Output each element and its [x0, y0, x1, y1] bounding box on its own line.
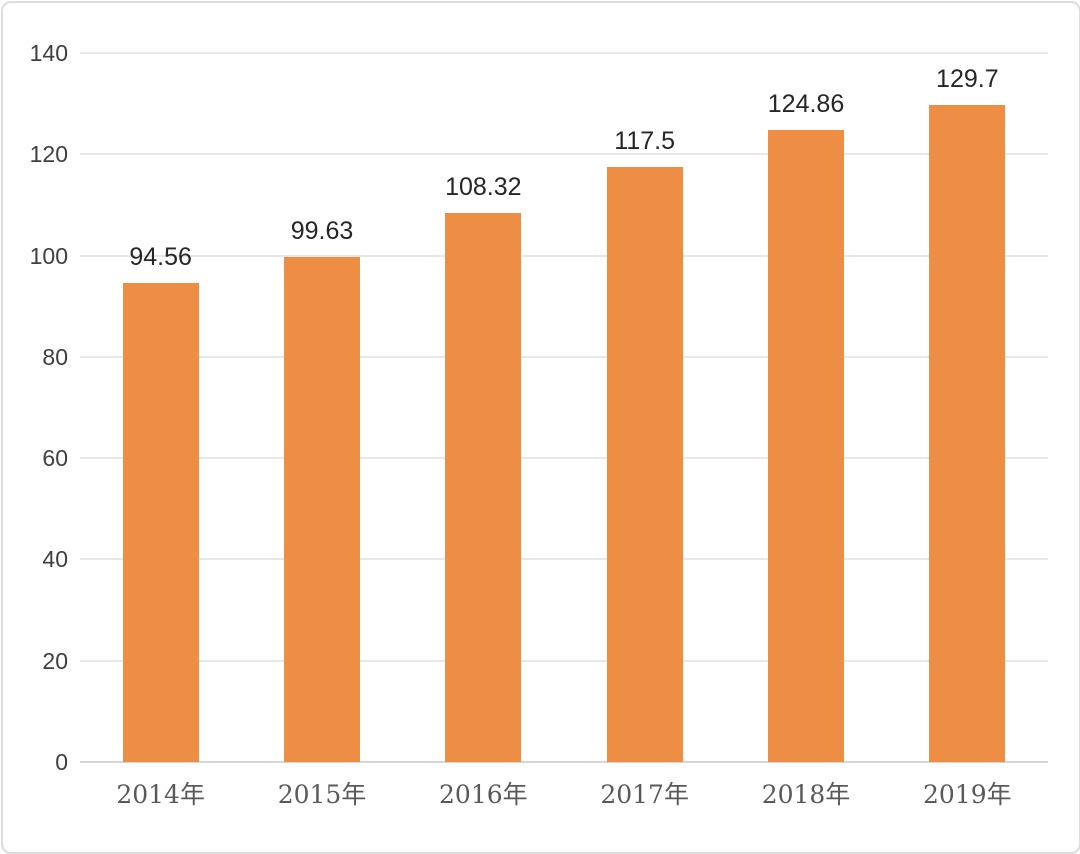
- bar-value-label: 124.86: [767, 89, 845, 118]
- x-axis-tick-label: 2016年: [439, 780, 528, 809]
- bar-2018年: [768, 129, 844, 762]
- bar-value-label: 99.63: [290, 217, 354, 246]
- gridline: [80, 457, 1048, 460]
- y-axis-tick-label: 20: [42, 647, 68, 674]
- bar-value-label: 94.56: [129, 243, 192, 272]
- y-axis-tick-label: 100: [29, 242, 68, 269]
- x-axis-tick-label: 2015年: [277, 780, 367, 809]
- bar-value-label: 117.5: [614, 126, 676, 155]
- bar-value-label: 129.7: [936, 65, 999, 94]
- gridline: [80, 355, 1048, 358]
- gridline: [80, 254, 1048, 257]
- y-axis-tick-label: 80: [42, 343, 68, 370]
- gridline: [80, 153, 1048, 156]
- y-axis-tick-label: 60: [42, 445, 68, 472]
- y-axis-tick-label: 0: [55, 749, 68, 775]
- y-axis-tick-label: 140: [29, 40, 68, 66]
- gridline: [80, 52, 1048, 54]
- y-axis-tick-label: 120: [29, 141, 68, 168]
- x-axis-tick-label: 2018年: [761, 780, 851, 809]
- x-axis-tick-label: 2014年: [116, 780, 205, 809]
- bar-2015年: [284, 257, 360, 762]
- bar-2014年: [122, 283, 199, 762]
- bar-2016年: [445, 213, 522, 762]
- x-axis-line: [80, 761, 1048, 763]
- x-axis-tick-label: 2019年: [923, 780, 1012, 809]
- bar-2017年: [606, 166, 683, 762]
- x-axis-tick-label: 2017年: [600, 780, 689, 809]
- bar-2019年: [929, 105, 1006, 762]
- bar-value-label: 108.32: [445, 173, 522, 202]
- gridline: [80, 659, 1048, 662]
- gridline: [80, 558, 1048, 561]
- y-axis-tick-label: 40: [42, 546, 68, 573]
